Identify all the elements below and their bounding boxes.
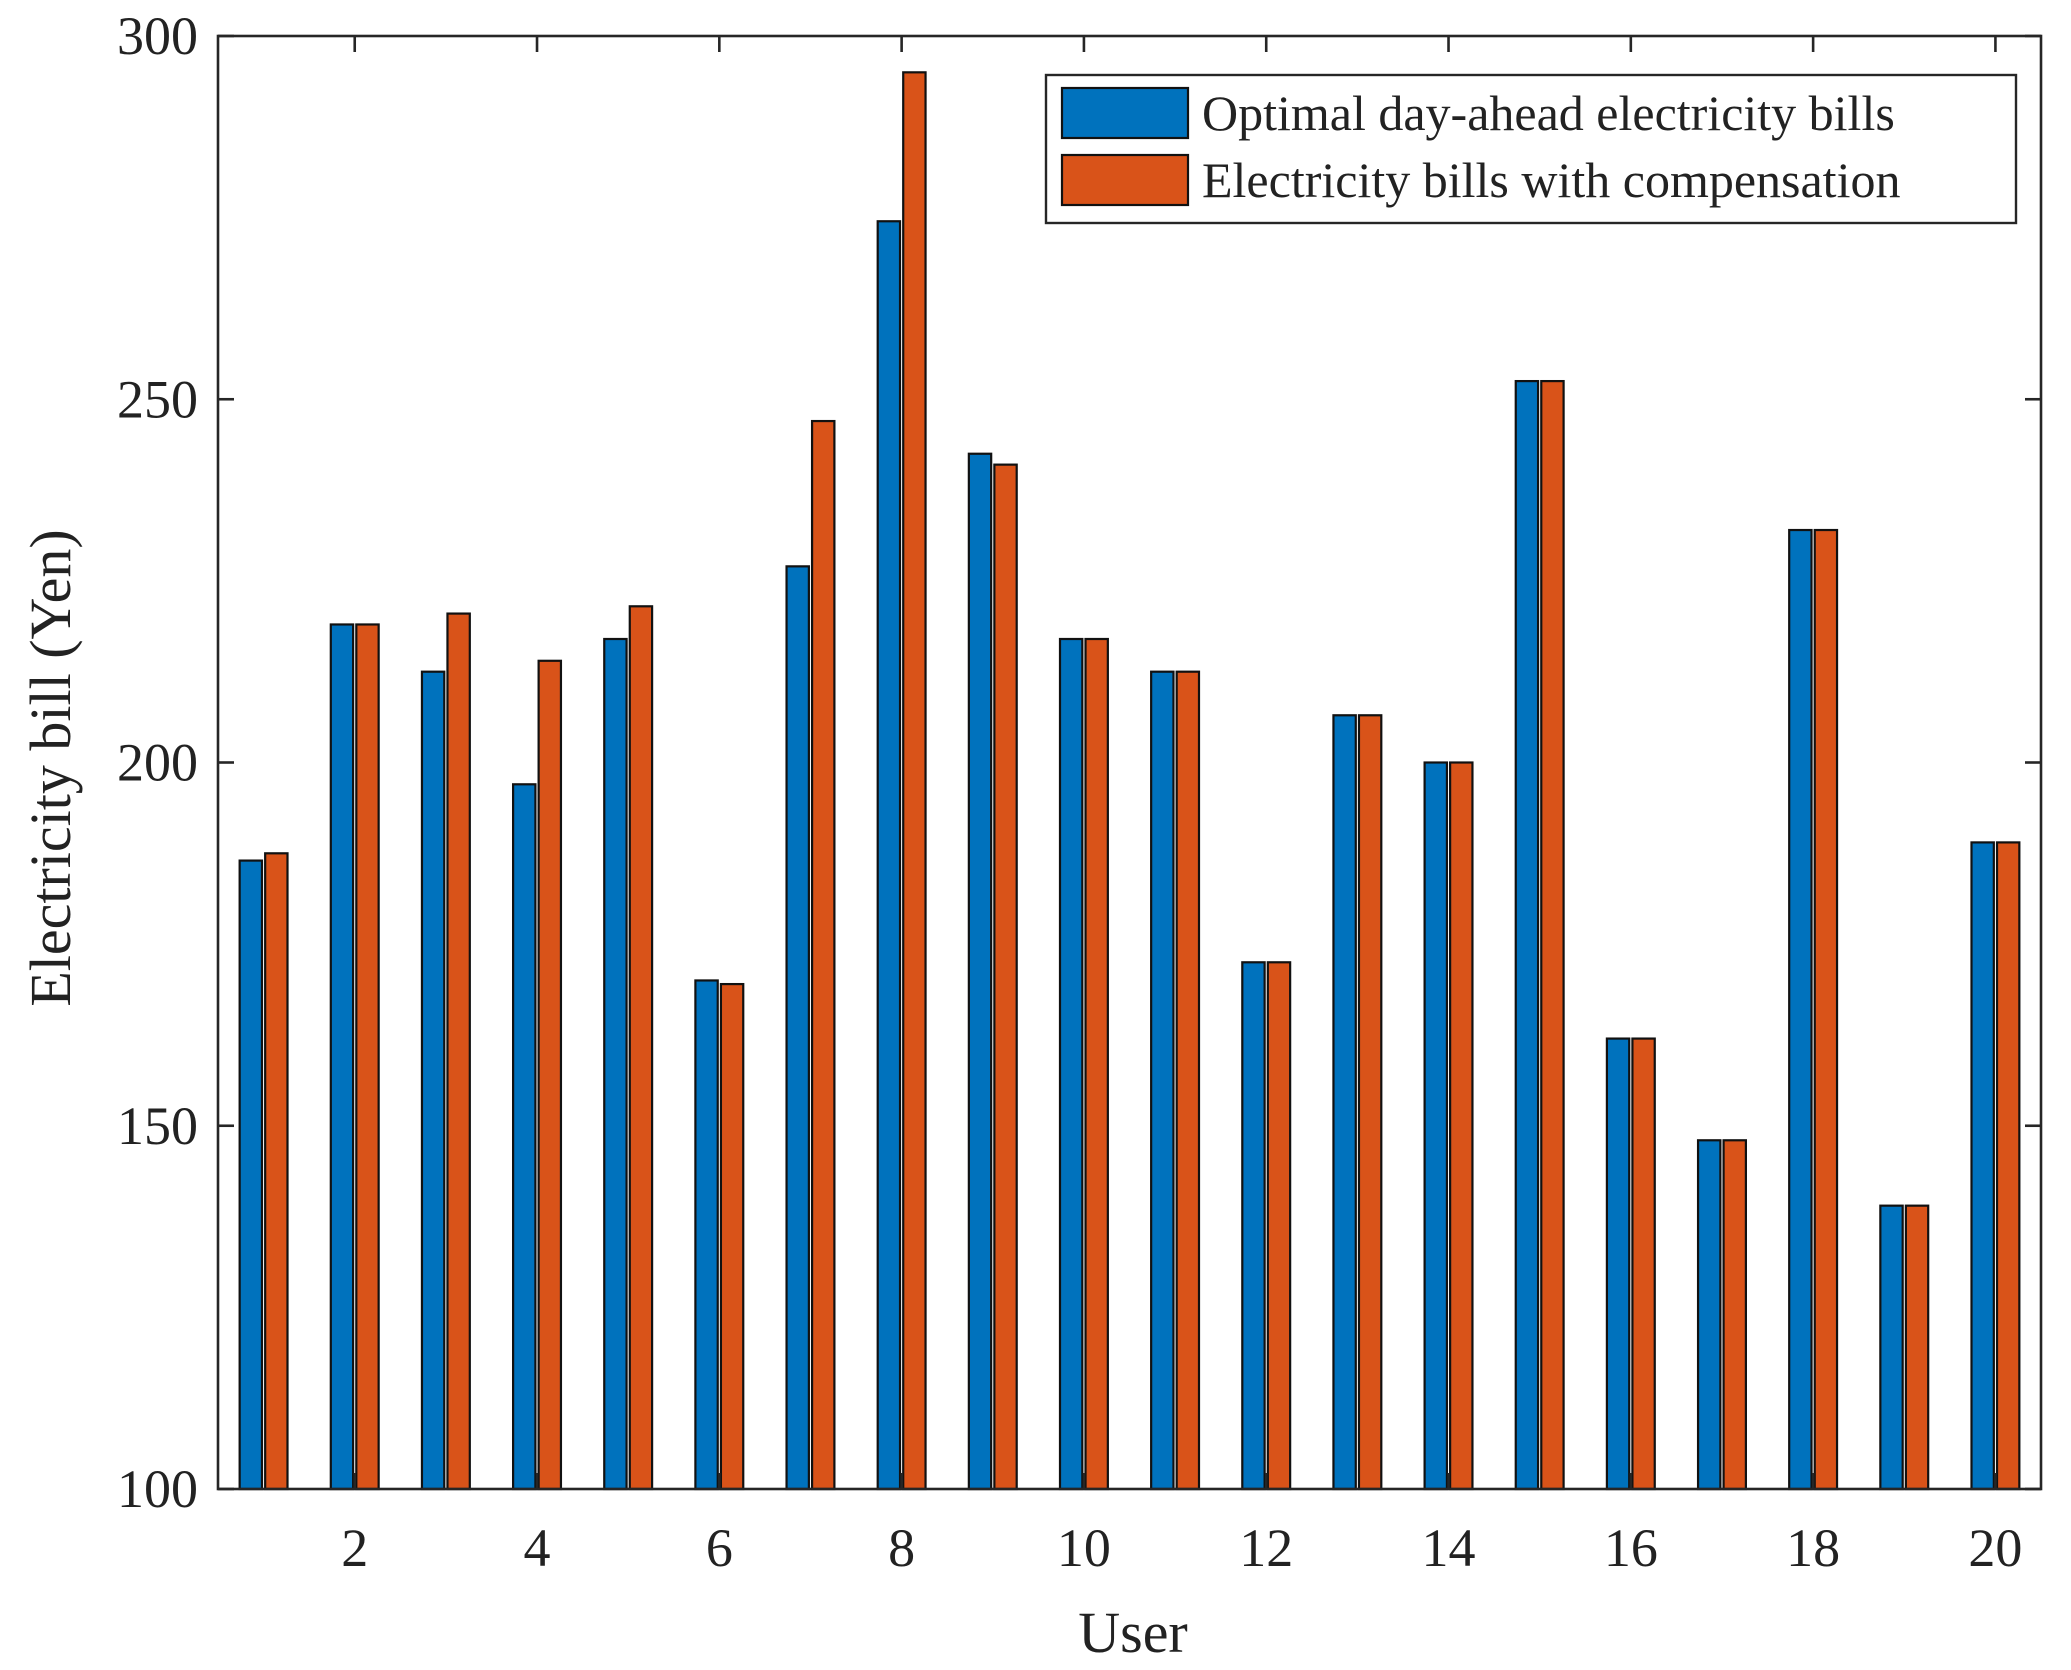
legend-swatch-1	[1060, 86, 1190, 140]
bar-series2-user-10	[1084, 637, 1109, 1491]
legend-label-1: Optimal day-ahead electricity bills	[1202, 85, 1895, 141]
bar-series2-user-14	[1449, 761, 1474, 1491]
x-tick-label: 2	[341, 1518, 368, 1578]
bar-series1-user-16	[1605, 1037, 1631, 1491]
x-tick-label: 4	[524, 1518, 551, 1578]
bar-series1-user-2	[329, 623, 355, 1491]
x-tick-label: 12	[1239, 1518, 1293, 1578]
bar-series1-user-5	[603, 637, 628, 1491]
y-tick-label: 150	[117, 1096, 198, 1156]
bar-series2-user-3	[446, 612, 471, 1491]
x-tick-label: 20	[1968, 1518, 2022, 1578]
bar-series2-user-15	[1540, 379, 1565, 1491]
bar-series2-user-20	[1995, 841, 2021, 1491]
x-tick-label: 8	[888, 1518, 915, 1578]
y-tick-label: 250	[117, 369, 198, 429]
bar-series1-user-19	[1879, 1204, 1904, 1491]
bar-series1-user-12	[1241, 961, 1266, 1491]
bar-series2-user-7	[810, 419, 836, 1491]
x-axis-label: User	[1078, 1600, 1188, 1665]
bar-series2-user-9	[993, 463, 1018, 1491]
x-tick-label: 10	[1057, 1518, 1111, 1578]
bar-series2-user-18	[1813, 528, 1839, 1491]
x-tick-label: 6	[706, 1518, 733, 1578]
y-tick-label: 100	[117, 1459, 198, 1519]
axes	[216, 34, 2043, 1491]
y-tick-label: 300	[117, 6, 198, 66]
bar-series2-user-17	[1722, 1139, 1747, 1491]
bar-series1-user-3	[420, 670, 446, 1491]
x-tick-label: 16	[1604, 1518, 1658, 1578]
bar-series1-user-7	[785, 565, 810, 1491]
bar-series2-user-4	[537, 659, 563, 1491]
plot-frame	[216, 34, 2043, 1491]
bar-series2-user-19	[1904, 1204, 1930, 1491]
bar-series1-user-13	[1332, 714, 1357, 1491]
y-axis-label: Electricity bill (Yen)	[18, 529, 83, 1006]
bar-series2-user-13	[1357, 714, 1383, 1491]
bar-series1-user-17	[1696, 1139, 1722, 1491]
bar-series2-user-2	[355, 623, 380, 1491]
bar-series1-user-9	[967, 452, 993, 1491]
bar-series1-user-20	[1970, 841, 1995, 1491]
bar-series1-user-14	[1423, 761, 1449, 1491]
bar-series1-user-10	[1058, 637, 1084, 1491]
bar-series2-user-8	[902, 71, 927, 1491]
y-tick-label: 200	[117, 733, 198, 793]
bar-series1-user-11	[1150, 670, 1175, 1491]
bar-series1-user-6	[694, 979, 719, 1491]
bar-series2-user-5	[628, 605, 654, 1491]
legend-swatch-2	[1060, 153, 1190, 207]
bar-series2-user-11	[1175, 670, 1201, 1491]
legend: Optimal day-ahead electricity bills Elect…	[1044, 73, 2018, 225]
bar-series2-user-12	[1266, 961, 1292, 1491]
legend-label-2: Electricity bills with compensation	[1202, 152, 1900, 208]
bar-series1-user-4	[511, 783, 537, 1491]
bar-series1-user-18	[1788, 528, 1813, 1491]
bar-series1-user-15	[1514, 379, 1540, 1491]
legend-box	[1044, 73, 2018, 225]
bar-series1-user-8	[876, 220, 902, 1491]
bar-series2-user-16	[1631, 1037, 1656, 1491]
ticks: 2 4 6 8 10 12 14 16 18 20 100 150 200 250 300	[117, 6, 2041, 1578]
bar-series2-user-1	[264, 852, 289, 1491]
bar-series2-user-6	[719, 982, 745, 1491]
bars	[238, 71, 2021, 1491]
x-tick-label: 18	[1786, 1518, 1840, 1578]
bar-series1-user-1	[238, 859, 264, 1491]
x-tick-label: 14	[1422, 1518, 1476, 1578]
